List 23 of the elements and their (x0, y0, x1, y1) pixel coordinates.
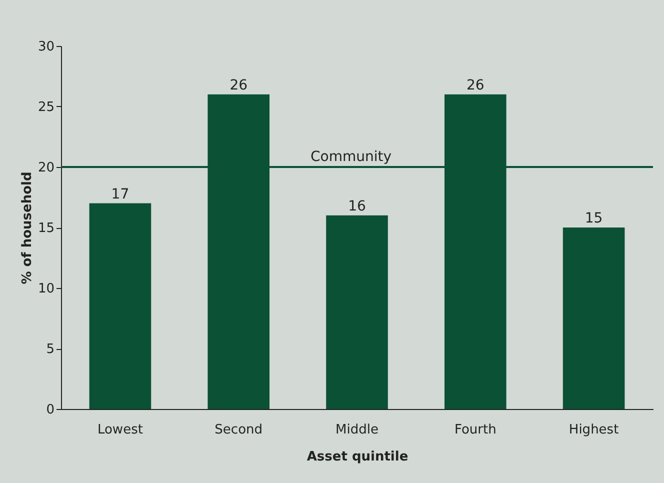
y-tick-label: 20 (38, 160, 54, 176)
data-label: 26 (466, 77, 484, 94)
ref-line-label: Community (310, 149, 392, 165)
bar (326, 215, 388, 409)
y-tick-label: 10 (38, 282, 54, 296)
y-tick-label: 30 (38, 40, 54, 54)
x-tick-label: Second (214, 422, 263, 438)
x-tick-label: Middle (336, 422, 378, 438)
data-label: 15 (584, 210, 603, 226)
x-tick-label: Highest (568, 422, 619, 438)
y-tick-label: 15 (38, 221, 54, 236)
x-axis-title: Asset quintile (306, 450, 408, 464)
x-tick-label: Lowest (97, 422, 143, 438)
y-tick-label: 25 (38, 100, 54, 115)
y-tick-label: 0 (46, 402, 54, 418)
data-label: 26 (230, 77, 248, 94)
bar (562, 228, 625, 409)
y-tick-label: 5 (46, 342, 54, 357)
data-label: 16 (348, 198, 366, 214)
bar (89, 203, 152, 409)
x-tick-label: Fourth (454, 422, 496, 438)
y-axis-title: % of household (20, 172, 35, 284)
data-label: 17 (111, 186, 130, 202)
